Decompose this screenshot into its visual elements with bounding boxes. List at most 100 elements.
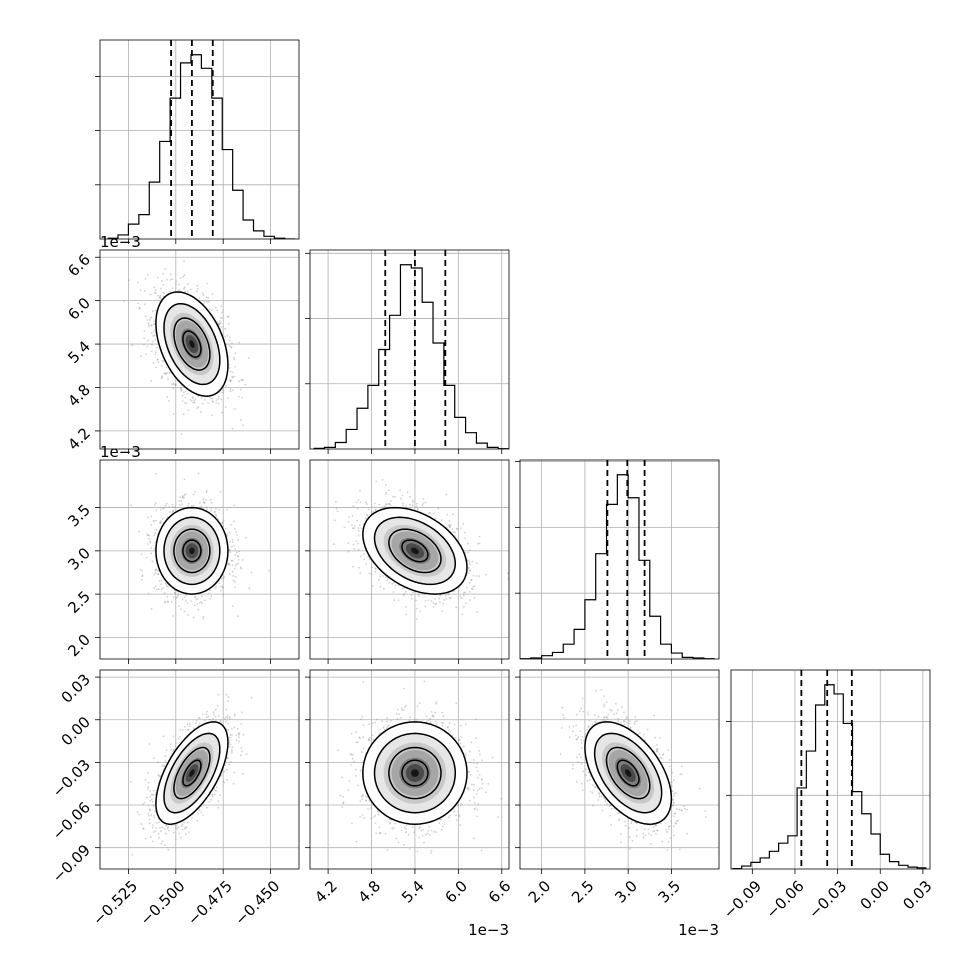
scatter-point <box>368 572 371 575</box>
scatter-point <box>387 724 390 727</box>
scatter-point <box>357 548 360 551</box>
scatter-point <box>206 508 209 511</box>
scatter-point <box>616 709 619 711</box>
scatter-point <box>226 508 229 511</box>
scatter-point <box>625 717 628 720</box>
scatter-point <box>598 793 601 796</box>
scatter-point <box>430 849 433 852</box>
scatter-point <box>235 531 238 533</box>
scatter-point <box>441 610 444 613</box>
scatter-point <box>170 273 172 276</box>
x-tick-label: 0.03 <box>899 877 935 913</box>
scatter-point <box>146 788 149 790</box>
scatter-point <box>371 511 374 514</box>
scatter-point <box>181 828 184 831</box>
scatter-point <box>559 753 562 756</box>
scatter-point <box>465 754 467 757</box>
scatter-point <box>365 503 368 506</box>
scatter-point <box>360 527 363 530</box>
scatter-point <box>454 535 457 537</box>
scatter-point <box>381 479 384 481</box>
scatter-point <box>447 725 449 728</box>
scatter-point <box>576 713 578 716</box>
scatter-point <box>234 553 237 556</box>
scatter-point <box>419 610 422 613</box>
x-tick-label: −0.525 <box>89 877 141 929</box>
scatter-point <box>473 837 475 840</box>
scatter-point <box>130 781 132 783</box>
scatter-point <box>673 792 675 795</box>
scatter-point <box>224 720 227 723</box>
scatter-point <box>144 278 147 280</box>
scatter-point <box>464 537 466 540</box>
scatter-point <box>160 842 163 845</box>
scatter-point <box>159 508 162 511</box>
scatter-point <box>194 398 197 401</box>
scatter-point <box>476 762 478 765</box>
scatter-point <box>378 578 380 581</box>
scatter-point <box>210 397 213 400</box>
scatter-point <box>425 721 428 723</box>
scatter-point <box>351 757 354 760</box>
scatter-point <box>190 400 193 402</box>
scatter-point <box>582 710 585 713</box>
panel-2-3-content <box>559 689 707 851</box>
scatter-point <box>222 389 225 392</box>
x-tick-label: −0.09 <box>720 877 765 922</box>
scatter-point <box>154 572 157 574</box>
scatter-point <box>385 576 387 579</box>
scatter-point <box>171 506 174 508</box>
scatter-point <box>476 562 478 564</box>
scatter-point <box>630 820 633 823</box>
scatter-point <box>229 551 232 554</box>
scatter-point <box>434 517 437 520</box>
scatter-point <box>704 810 707 812</box>
scatter-point <box>215 789 218 792</box>
scatter-point <box>230 524 233 526</box>
scatter-point <box>382 575 384 577</box>
scatter-point <box>452 513 454 516</box>
scatter-point <box>233 375 236 378</box>
scatter-point <box>164 601 167 603</box>
scatter-point <box>211 793 214 796</box>
scatter-point <box>190 288 192 291</box>
scatter-point <box>161 507 164 510</box>
scatter-point <box>167 378 169 381</box>
scatter-point <box>217 397 220 400</box>
scatter-point <box>155 519 157 522</box>
scatter-point <box>472 759 475 761</box>
scatter-point <box>230 346 233 348</box>
scatter-point <box>355 501 358 504</box>
scatter-point <box>390 720 392 722</box>
scatter-point <box>656 750 659 753</box>
scatter-point <box>643 733 645 736</box>
scatter-point <box>361 798 364 801</box>
scatter-point <box>185 594 188 596</box>
scatter-point <box>226 533 228 536</box>
scatter-point <box>208 308 211 311</box>
scatter-point <box>146 273 149 276</box>
scatter-point <box>162 284 165 286</box>
scatter-point <box>618 818 621 820</box>
scatter-point <box>400 497 402 500</box>
scatter-point <box>584 733 587 735</box>
scatter-point <box>228 336 231 339</box>
panel-1-2-frame <box>309 459 510 660</box>
scatter-point <box>347 520 350 523</box>
scatter-point <box>577 736 580 738</box>
scatter-point <box>471 560 474 563</box>
scatter-point <box>402 594 405 596</box>
scatter-point <box>250 571 253 574</box>
scatter-point <box>201 506 204 509</box>
scatter-point <box>665 831 668 833</box>
scatter-point <box>378 503 381 506</box>
scatter-point <box>211 293 214 295</box>
panel-0-3-content <box>130 693 253 856</box>
scatter-point <box>684 807 686 810</box>
scatter-point <box>175 742 177 745</box>
scatter-point <box>153 757 156 760</box>
scatter-point <box>191 816 194 819</box>
scatter-point <box>238 341 241 344</box>
scatter-point <box>231 371 234 374</box>
scatter-point <box>362 724 365 726</box>
